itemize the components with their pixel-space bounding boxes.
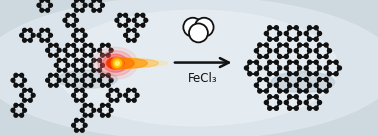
Circle shape — [124, 33, 127, 37]
Circle shape — [101, 63, 104, 67]
Circle shape — [46, 28, 50, 32]
Circle shape — [327, 60, 332, 64]
Circle shape — [81, 58, 84, 62]
Circle shape — [72, 23, 76, 27]
Circle shape — [81, 0, 84, 2]
Circle shape — [109, 108, 113, 112]
Circle shape — [81, 38, 84, 42]
Circle shape — [72, 3, 76, 7]
Circle shape — [81, 88, 84, 92]
Circle shape — [23, 88, 26, 92]
Circle shape — [297, 32, 302, 35]
Circle shape — [66, 73, 70, 77]
Circle shape — [83, 53, 87, 57]
Circle shape — [314, 83, 318, 87]
Ellipse shape — [103, 54, 128, 72]
Circle shape — [254, 49, 259, 53]
Circle shape — [89, 3, 93, 7]
Circle shape — [74, 98, 78, 102]
Circle shape — [89, 53, 93, 57]
Circle shape — [92, 68, 96, 72]
Circle shape — [28, 28, 32, 32]
Circle shape — [63, 78, 67, 82]
Circle shape — [14, 83, 18, 87]
Circle shape — [308, 83, 311, 87]
Circle shape — [144, 18, 148, 22]
Circle shape — [318, 78, 322, 81]
Ellipse shape — [107, 58, 147, 68]
Circle shape — [189, 24, 208, 42]
Circle shape — [89, 43, 93, 47]
Circle shape — [274, 72, 278, 76]
Circle shape — [304, 78, 308, 81]
Circle shape — [74, 78, 78, 82]
Circle shape — [54, 43, 58, 47]
Circle shape — [72, 33, 76, 37]
Circle shape — [297, 66, 302, 70]
Circle shape — [308, 49, 311, 53]
Circle shape — [297, 55, 302, 58]
Circle shape — [274, 106, 278, 110]
Circle shape — [66, 43, 70, 47]
Circle shape — [304, 32, 308, 35]
Circle shape — [115, 88, 119, 92]
Circle shape — [294, 60, 298, 64]
Circle shape — [20, 33, 23, 37]
Circle shape — [106, 43, 110, 47]
Circle shape — [106, 113, 110, 117]
Circle shape — [308, 37, 311, 41]
Circle shape — [288, 49, 292, 53]
Circle shape — [115, 61, 119, 65]
Circle shape — [327, 49, 332, 53]
Circle shape — [324, 89, 328, 93]
Circle shape — [284, 55, 288, 58]
Circle shape — [268, 37, 272, 41]
Circle shape — [278, 78, 282, 81]
Circle shape — [195, 18, 214, 37]
Circle shape — [288, 72, 291, 76]
Circle shape — [268, 106, 272, 110]
Circle shape — [83, 33, 87, 37]
Circle shape — [46, 48, 50, 52]
Circle shape — [81, 118, 84, 122]
Circle shape — [74, 0, 78, 2]
Circle shape — [327, 83, 332, 87]
Circle shape — [89, 83, 93, 87]
Circle shape — [92, 58, 96, 62]
Circle shape — [318, 43, 322, 47]
Circle shape — [23, 78, 26, 82]
Circle shape — [258, 89, 262, 93]
Circle shape — [294, 26, 298, 30]
Circle shape — [74, 118, 78, 122]
Circle shape — [141, 23, 145, 27]
Circle shape — [23, 38, 26, 42]
Circle shape — [40, 8, 44, 12]
Circle shape — [23, 98, 26, 102]
Circle shape — [37, 33, 41, 37]
Circle shape — [101, 73, 104, 77]
Circle shape — [118, 13, 122, 17]
Circle shape — [20, 103, 23, 107]
Circle shape — [284, 43, 288, 47]
Circle shape — [264, 78, 268, 81]
Circle shape — [83, 113, 87, 117]
Circle shape — [308, 26, 311, 30]
Circle shape — [28, 88, 32, 92]
Ellipse shape — [108, 59, 158, 68]
Circle shape — [338, 66, 341, 70]
Circle shape — [127, 18, 130, 22]
Circle shape — [324, 55, 328, 58]
Circle shape — [54, 63, 58, 67]
Circle shape — [98, 108, 101, 112]
Circle shape — [124, 13, 127, 17]
Circle shape — [314, 106, 318, 110]
Circle shape — [111, 57, 123, 69]
Circle shape — [334, 72, 338, 76]
Circle shape — [101, 103, 104, 107]
Circle shape — [81, 48, 84, 52]
Circle shape — [327, 72, 332, 76]
Circle shape — [101, 83, 104, 87]
Circle shape — [106, 53, 110, 57]
Circle shape — [74, 88, 78, 92]
